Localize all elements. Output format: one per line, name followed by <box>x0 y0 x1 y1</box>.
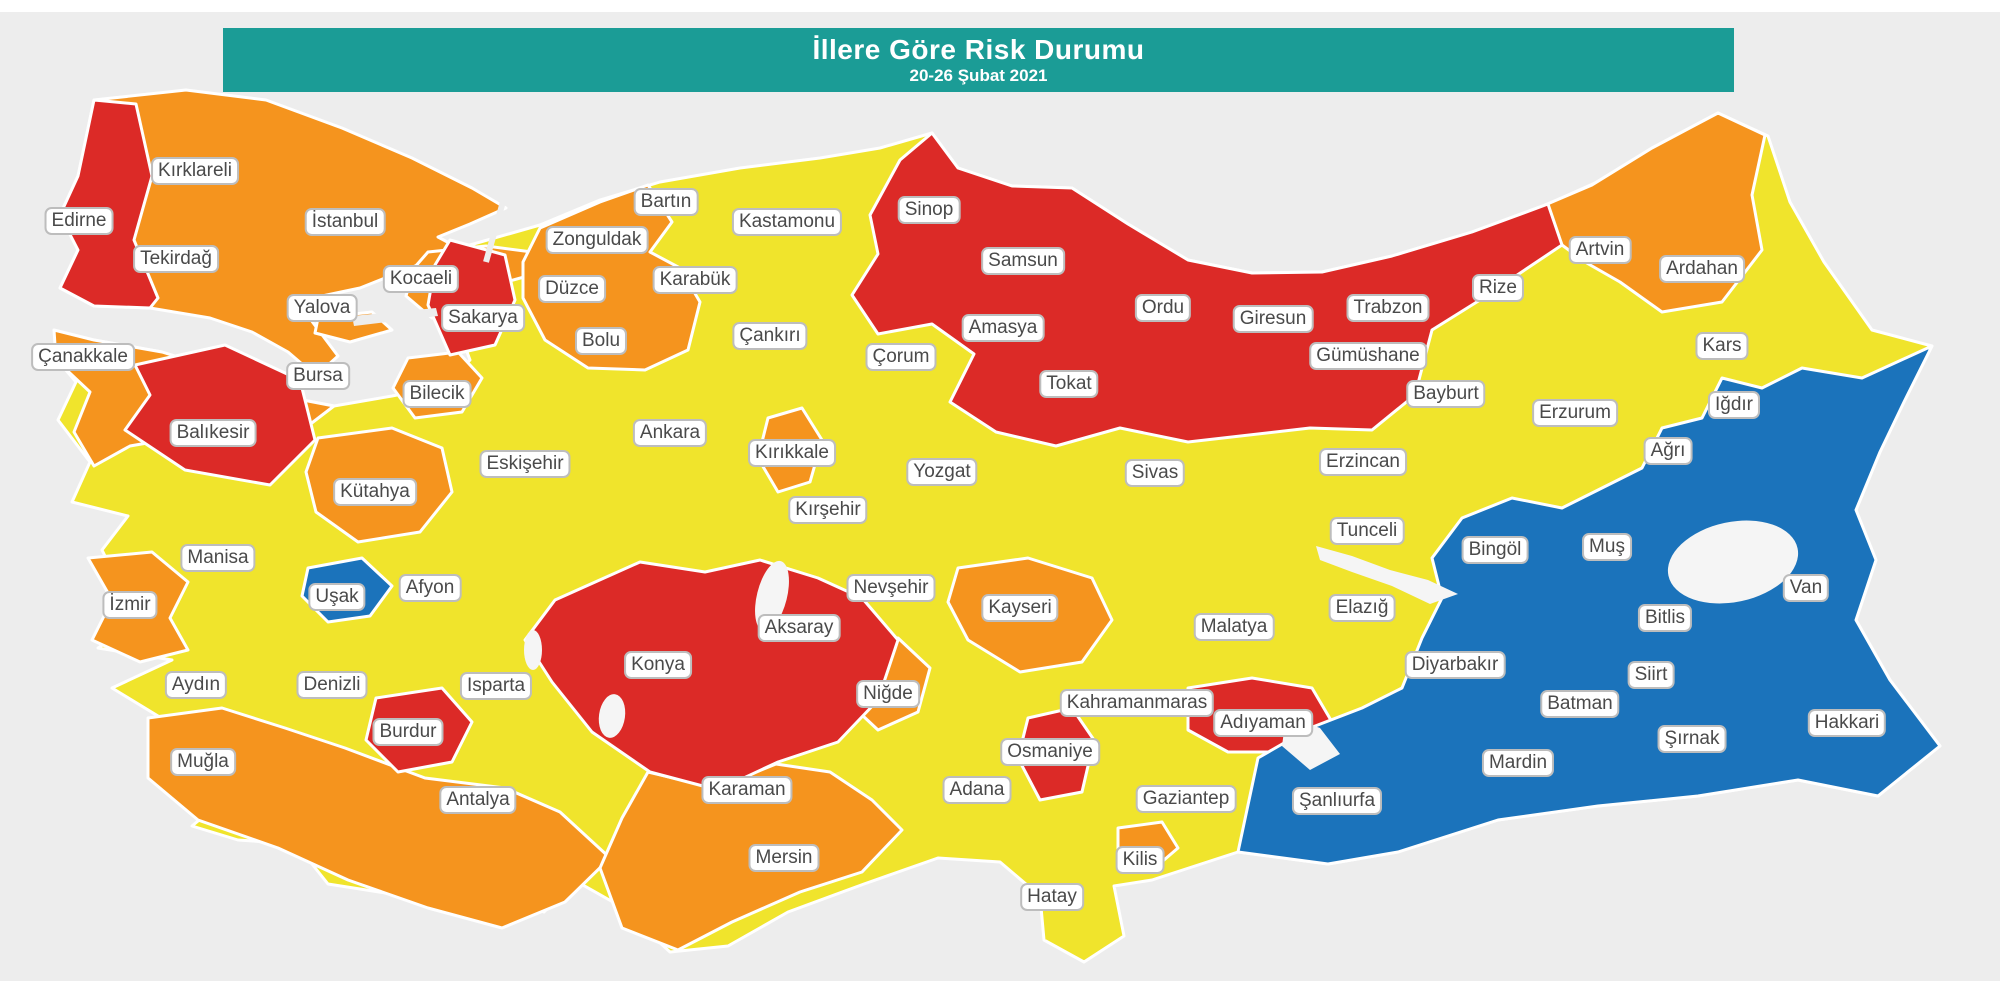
province-label-sivas: Sivas <box>1124 459 1186 487</box>
province-label-ardahan: Ardahan <box>1659 255 1745 283</box>
province-label-zonguldak: Zonguldak <box>545 226 649 254</box>
province-label-konya: Konya <box>624 651 692 679</box>
province-label-kocaeli: Kocaeli <box>382 265 460 293</box>
province-label-erzurum: Erzurum <box>1532 399 1618 427</box>
province-label-mersin: Mersin <box>748 844 820 872</box>
province-label-artvin: Artvin <box>1568 236 1632 264</box>
province-label-erzincan: Erzincan <box>1319 448 1407 476</box>
province-label-rize: Rize <box>1471 274 1525 302</box>
province-label-tokat: Tokat <box>1039 370 1099 398</box>
province-label-isparta: Isparta <box>459 672 533 700</box>
page-title: İllere Göre Risk Durumu <box>812 34 1145 65</box>
province-label-karabuk: Karabük <box>652 266 738 294</box>
province-label-mardin: Mardin <box>1481 749 1555 777</box>
page-subtitle: 20-26 Şubat 2021 <box>909 66 1048 85</box>
province-label-bayburt: Bayburt <box>1406 380 1486 408</box>
province-label-corum: Çorum <box>865 343 937 371</box>
province-label-ankara: Ankara <box>632 419 708 447</box>
province-label-nevsehir: Nevşehir <box>846 574 936 602</box>
province-label-kahramanmaras: Kahramanmaras <box>1059 689 1215 717</box>
province-label-agri: Ağrı <box>1643 437 1693 465</box>
province-label-mus: Muş <box>1582 533 1632 561</box>
province-label-burdur: Burdur <box>372 718 444 746</box>
province-label-duzce: Düzce <box>538 275 606 303</box>
province-label-kilis: Kilis <box>1115 846 1165 874</box>
province-label-cankiri: Çankırı <box>732 322 808 350</box>
province-label-kars: Kars <box>1695 332 1749 360</box>
province-label-osmaniye: Osmaniye <box>1000 738 1100 766</box>
province-label-adana: Adana <box>942 776 1012 804</box>
province-label-trabzon: Trabzon <box>1346 294 1430 322</box>
province-label-malatya: Malatya <box>1193 613 1275 641</box>
province-label-elazig: Elazığ <box>1328 594 1396 622</box>
province-label-bilecik: Bilecik <box>402 380 472 408</box>
province-label-sinop: Sinop <box>897 196 961 224</box>
province-label-balikesir: Balıkesir <box>169 419 257 447</box>
province-label-kirklareli: Kırklareli <box>151 157 239 185</box>
province-label-gumushane: Gümüshane <box>1309 342 1427 370</box>
province-label-edirne: Edirne <box>44 207 114 235</box>
province-label-batman: Batman <box>1540 690 1620 718</box>
province-label-yozgat: Yozgat <box>906 458 978 486</box>
lake-egirdir <box>524 630 542 670</box>
province-label-aksaray: Aksaray <box>757 614 841 642</box>
province-label-kirsehir: Kırşehir <box>788 496 868 524</box>
province-label-manisa: Manisa <box>180 544 256 572</box>
province-label-i-stanbul: İstanbul <box>304 208 386 236</box>
top-strip <box>0 0 2000 12</box>
province-label-afyon: Afyon <box>398 574 462 602</box>
province-label-hatay: Hatay <box>1020 883 1084 911</box>
region-shape-balikesir <box>125 345 315 485</box>
province-label-denizli: Denizli <box>296 671 368 699</box>
province-label-samsun: Samsun <box>981 247 1065 275</box>
province-label-bitlis: Bitlis <box>1637 604 1693 632</box>
lake-keban-reservoir <box>1316 546 1458 604</box>
province-label-kutahya: Kütahya <box>333 478 417 506</box>
region-shape-southeast-cluster <box>1238 346 1940 864</box>
region-shape-mugla-antalya <box>148 708 610 928</box>
province-label-tekirdag: Tekirdağ <box>133 245 219 273</box>
lake-tuz <box>755 560 789 632</box>
province-label-yalova: Yalova <box>286 294 358 322</box>
province-label-sakarya: Sakarya <box>441 304 525 332</box>
province-label-canakkale: Çanakkale <box>31 343 135 371</box>
province-label-ordu: Ordu <box>1134 294 1192 322</box>
province-label-kirikkale: Kırıkkale <box>748 439 836 467</box>
province-label-kayseri: Kayseri <box>981 594 1059 622</box>
province-label-bartin: Bartın <box>633 188 699 216</box>
province-label-bingol: Bingöl <box>1461 536 1529 564</box>
bosphorus-strait <box>486 198 504 262</box>
province-label-bursa: Bursa <box>286 362 350 390</box>
province-label-van: Van <box>1782 574 1830 602</box>
province-label-giresun: Giresun <box>1232 305 1314 333</box>
province-label-adiyaman: Adıyaman <box>1213 709 1313 737</box>
province-label-gaziantep: Gaziantep <box>1135 785 1237 813</box>
province-label-kastamonu: Kastamonu <box>731 208 843 236</box>
lake-van <box>1667 520 1799 604</box>
province-label-bolu: Bolu <box>574 327 628 355</box>
lake-beysehir <box>598 694 626 738</box>
province-label-sirnak: Şırnak <box>1657 725 1727 753</box>
province-label-usak: Uşak <box>308 583 366 611</box>
province-label-siirt: Siirt <box>1627 661 1675 689</box>
province-label-hakkari: Hakkari <box>1807 709 1887 737</box>
province-label-aydin: Aydın <box>164 671 228 699</box>
province-label-karaman: Karaman <box>701 776 793 804</box>
province-label-tunceli: Tunceli <box>1329 517 1405 545</box>
province-label-amasya: Amasya <box>961 314 1045 342</box>
province-label-sanliurfa: Şanlıurfa <box>1291 787 1383 815</box>
province-label-antalya: Antalya <box>439 786 517 814</box>
province-label-mugla: Muğla <box>170 748 236 776</box>
izmit-gulf <box>352 308 438 326</box>
province-label-diyarbakir: Diyarbakır <box>1404 651 1506 679</box>
title-bar: İllere Göre Risk Durumu 20-26 Şubat 2021 <box>223 28 1734 92</box>
province-label-i-zmir: İzmir <box>102 591 158 619</box>
province-label-eskisehir: Eskişehir <box>479 450 571 478</box>
province-label-igdir: Iğdır <box>1707 391 1761 419</box>
province-label-nigde: Niğde <box>856 680 920 708</box>
